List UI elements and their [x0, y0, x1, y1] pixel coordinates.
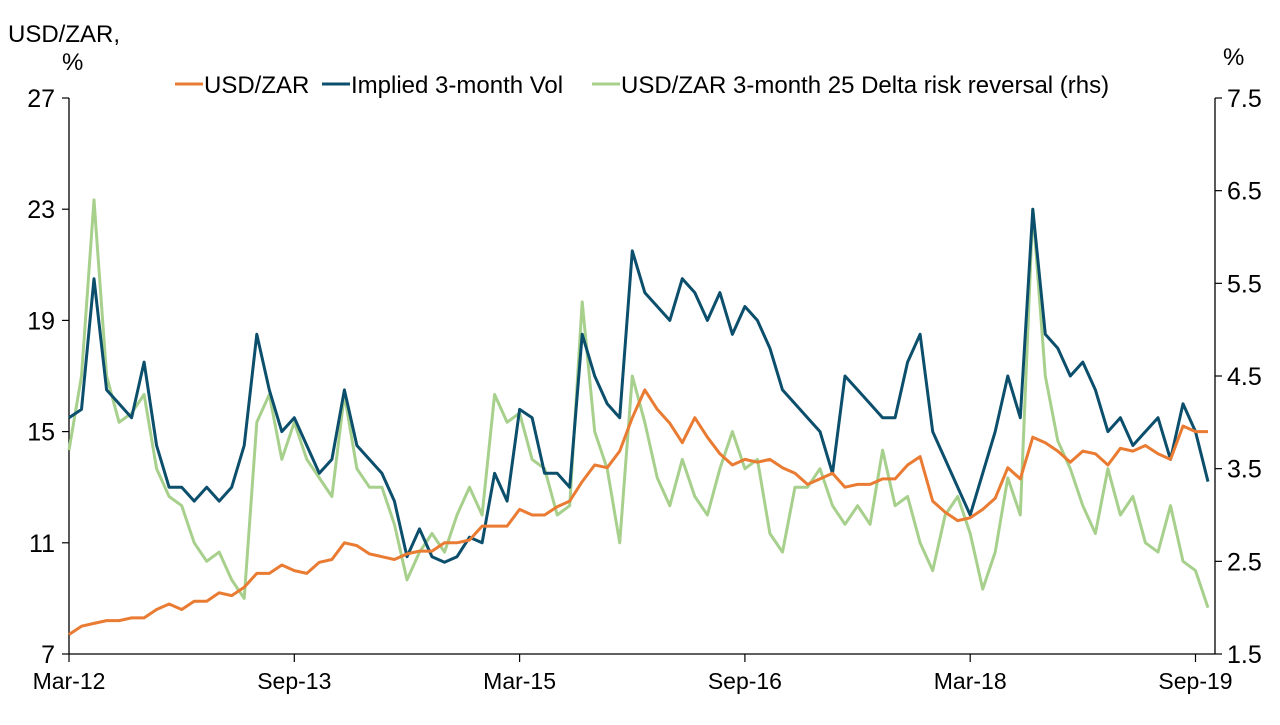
left-tick-label: 11: [29, 530, 55, 558]
legend-label-2: USD/ZAR 3-month 25 Delta risk reversal (…: [621, 72, 1109, 99]
left-tick-label: 19: [27, 307, 55, 335]
left-tick-label: 15: [27, 419, 55, 447]
series-line-2: [67, 198, 1210, 609]
right-tick-label: 2.5: [1227, 548, 1262, 576]
legend-label-1: Implied 3-month Vol: [351, 72, 563, 99]
series-line-1: [68, 207, 1210, 564]
x-tick-label: Sep-13: [257, 668, 331, 694]
right-tick-label: 3.5: [1227, 456, 1262, 484]
legend: USD/ZAR Implied 3-month Vol USD/ZAR 3-mont…: [175, 72, 1109, 99]
x-tick-label: Mar-15: [483, 668, 556, 694]
x-tick-label: Mar-12: [33, 668, 106, 694]
axes: 27 23 19 15 11 7 7.5 6.5 5.5 4.5 3.5 2.5 1.5 Mar-12 Se…: [27, 85, 1262, 694]
right-tick-label: 6.5: [1227, 178, 1262, 206]
left-tick-label: 27: [27, 85, 55, 113]
right-tick-label: 5.5: [1227, 270, 1262, 298]
series-group: [67, 198, 1210, 636]
x-tick-label: Sep-19: [1158, 668, 1232, 694]
x-tick-label: Mar-18: [934, 668, 1007, 694]
right-tick-label: 1.5: [1227, 641, 1262, 669]
right-axis-title: %: [1223, 44, 1244, 71]
right-tick-label: 4.5: [1227, 363, 1262, 391]
left-axis-title-line1: USD/ZAR,: [8, 21, 120, 48]
series-line-0: [68, 388, 1208, 636]
left-tick-label: 23: [27, 196, 55, 224]
legend-label-0: USD/ZAR: [204, 72, 309, 99]
right-tick-label: 7.5: [1227, 85, 1262, 113]
x-tick-label: Sep-16: [708, 668, 782, 694]
left-tick-label: 7: [41, 641, 55, 669]
left-axis-title-line2: %: [62, 49, 83, 76]
